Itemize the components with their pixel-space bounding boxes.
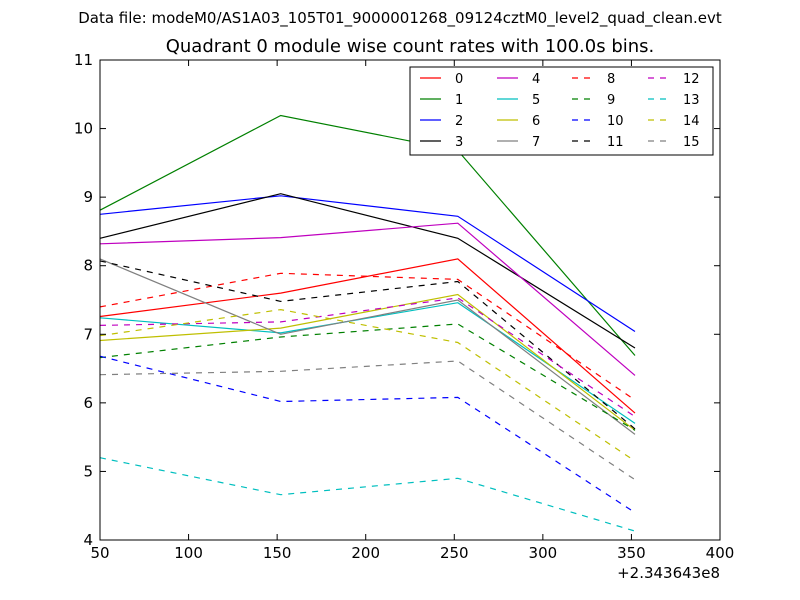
x-offset-label: +2.343643e8 xyxy=(617,564,720,582)
legend-label-8: 8 xyxy=(607,72,615,87)
legend-box xyxy=(409,66,714,156)
y-tick-label: 5 xyxy=(83,462,93,480)
legend-label-0: 0 xyxy=(455,72,463,87)
x-tick-label: 100 xyxy=(174,544,203,562)
legend-label-6: 6 xyxy=(532,114,540,129)
y-tick-label: 8 xyxy=(83,257,93,275)
legend-label-15: 15 xyxy=(683,135,700,150)
legend-label-12: 12 xyxy=(683,72,700,87)
series-line-8 xyxy=(99,272,636,401)
series-line-12 xyxy=(99,297,636,418)
series-line-15 xyxy=(99,360,636,481)
series-line-4 xyxy=(99,222,636,376)
series-line-9 xyxy=(99,323,636,431)
x-tick-label: 200 xyxy=(351,544,380,562)
x-tick-label: 50 xyxy=(90,544,109,562)
series-line-10 xyxy=(99,355,636,514)
series-line-6 xyxy=(99,293,636,431)
legend-label-1: 1 xyxy=(455,93,463,108)
series-line-5 xyxy=(99,302,636,424)
legend-label-13: 13 xyxy=(683,93,700,108)
y-tick-label: 9 xyxy=(83,188,93,206)
x-tick-label: 350 xyxy=(617,544,646,562)
x-tick-label: 400 xyxy=(706,544,735,562)
x-tick-label: 250 xyxy=(440,544,469,562)
y-tick-label: 7 xyxy=(83,325,93,343)
series-line-2 xyxy=(99,195,636,333)
legend-label-4: 4 xyxy=(532,72,540,87)
series-line-3 xyxy=(99,193,636,349)
y-tick-label: 4 xyxy=(83,531,93,549)
series-line-1 xyxy=(99,114,636,356)
legend-label-7: 7 xyxy=(532,135,540,150)
legend-label-10: 10 xyxy=(607,114,624,129)
series-line-0 xyxy=(99,258,636,414)
series-layer xyxy=(99,114,636,532)
x-tick-label: 150 xyxy=(263,544,292,562)
series-line-14 xyxy=(99,308,636,462)
legend-label-9: 9 xyxy=(607,93,615,108)
x-tick-label: 300 xyxy=(529,544,558,562)
chart-title: Quadrant 0 module wise count rates with … xyxy=(165,36,655,57)
y-tick-label: 10 xyxy=(74,120,93,138)
figure-suptitle: Data file: modeM0/AS1A03_105T01_90000012… xyxy=(78,9,722,27)
series-line-11 xyxy=(99,260,636,430)
legend-label-11: 11 xyxy=(607,135,624,150)
y-tick-label: 11 xyxy=(74,51,93,69)
legend-label-3: 3 xyxy=(455,135,463,150)
axes-frame xyxy=(99,59,721,541)
y-tick-label: 6 xyxy=(83,394,93,412)
legend-label-14: 14 xyxy=(683,114,700,129)
series-line-7 xyxy=(99,258,636,435)
legend-label-2: 2 xyxy=(455,114,463,129)
legend-label-5: 5 xyxy=(532,93,540,108)
series-line-13 xyxy=(99,457,636,532)
